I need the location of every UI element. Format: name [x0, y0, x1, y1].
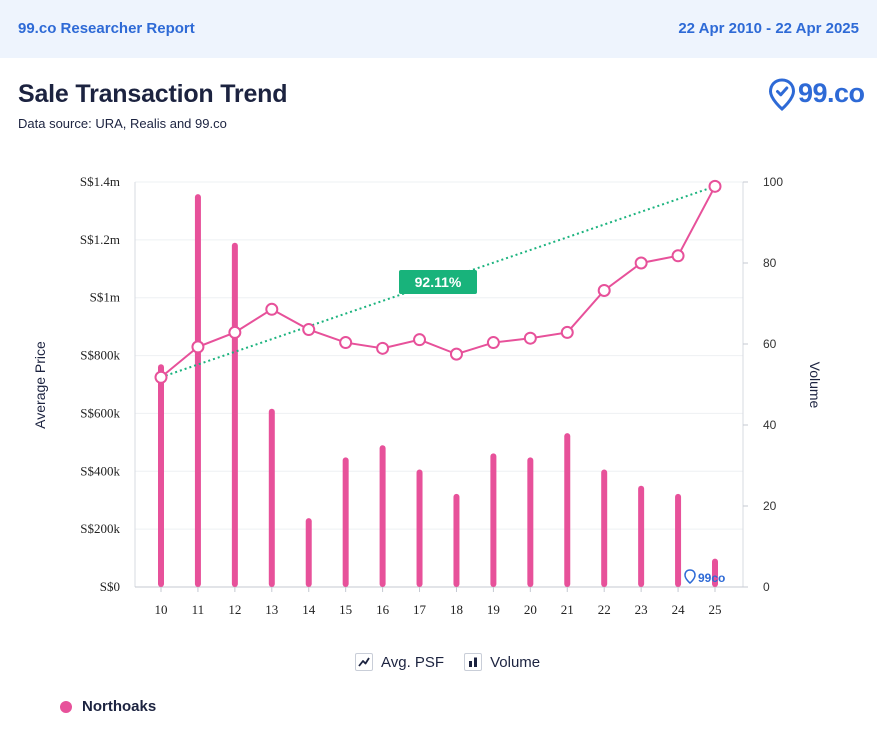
report-date-range: 22 Apr 2010 - 22 Apr 2025 [678, 20, 859, 37]
right-tick-label: 100 [763, 175, 783, 189]
avg-psf-point [671, 249, 685, 263]
avg-psf-point [413, 333, 427, 347]
left-axis-title: Average Price [32, 341, 48, 429]
left-tick-label: S$1.4m [80, 174, 120, 189]
avg-psf-point [449, 347, 463, 361]
x-tick-label: 15 [339, 602, 352, 617]
volume-bar [379, 445, 386, 587]
avg-psf-line [160, 185, 716, 379]
right-tick-label: 40 [763, 418, 777, 432]
volume-bar [712, 558, 718, 587]
x-tick-label: 14 [302, 602, 316, 617]
avg-psf-point [708, 179, 722, 193]
volume-bar [601, 469, 608, 587]
logo-text: 99.co [798, 78, 865, 108]
report-header: 99.co Researcher Report 22 Apr 2010 - 22… [0, 0, 877, 58]
left-tick-label: S$400k [80, 463, 120, 478]
line-chart-icon [355, 653, 373, 671]
avg-psf-point [560, 325, 574, 339]
x-tick-label: 18 [450, 602, 463, 617]
avg-psf-point [486, 336, 500, 350]
watermark-pin-icon [684, 569, 696, 584]
watermark-text: 99co [698, 571, 725, 585]
right-tick-label: 0 [763, 580, 770, 594]
report-brand: 99.co Researcher Report [18, 20, 195, 37]
left-tick-label: S$600k [80, 405, 120, 420]
x-tick-label: 21 [561, 602, 574, 617]
x-tick-label: 24 [672, 602, 686, 617]
right-tick-label: 60 [763, 337, 777, 351]
right-tick-label: 80 [763, 256, 777, 270]
avg-psf-point [597, 283, 611, 297]
legend-item-avg-psf[interactable]: Avg. PSF [355, 653, 444, 671]
x-tick-label: 10 [155, 602, 168, 617]
growth-badge [399, 270, 477, 294]
volume-bar [490, 453, 497, 587]
volume-bar [527, 457, 534, 587]
project-name: Northoaks [82, 698, 157, 715]
volume-bar [342, 457, 349, 587]
volume-bar [638, 485, 645, 587]
bar-chart-icon [464, 653, 483, 671]
volume-bar [305, 518, 312, 587]
avg-psf-point [339, 336, 353, 350]
volume-bar [268, 408, 275, 587]
right-axis-title: Volume [807, 362, 823, 409]
volume-bar [231, 242, 238, 587]
avg-psf-point [302, 323, 316, 337]
growth-badge-label: 92.11% [415, 274, 462, 290]
avg-psf-point [228, 325, 242, 339]
left-tick-label: S$200k [80, 521, 120, 536]
x-tick-label: 23 [635, 602, 648, 617]
right-tick-label: 20 [763, 499, 777, 513]
left-tick-label: S$800k [80, 348, 120, 363]
chart-legend: Avg. PSF Volume [355, 653, 540, 671]
volume-bar [158, 364, 164, 587]
legend-item-volume[interactable]: Volume [464, 653, 540, 671]
project-legend[interactable]: Northoaks [60, 698, 156, 715]
legend-label-avg-psf: Avg. PSF [381, 653, 445, 671]
avg-psf-point [154, 370, 168, 384]
left-tick-label: S$0 [100, 579, 120, 594]
avg-psf-point [376, 341, 390, 355]
left-tick-label: S$1m [90, 290, 120, 305]
brand-logo: 99.co [768, 78, 865, 112]
avg-psf-point [191, 340, 205, 354]
page-title: Sale Transaction Trend [18, 80, 288, 108]
volume-bar [564, 433, 571, 587]
volume-bar [194, 194, 201, 587]
volume-bar [675, 493, 682, 587]
avg-psf-point [523, 331, 537, 345]
x-tick-label: 20 [524, 602, 537, 617]
project-color-dot [60, 700, 72, 713]
x-tick-label: 16 [376, 602, 390, 617]
avg-psf-point [265, 302, 279, 316]
x-tick-label: 17 [413, 602, 427, 617]
location-pin-icon [768, 78, 796, 111]
legend-label-volume: Volume [490, 653, 541, 671]
x-tick-label: 19 [487, 602, 500, 617]
x-tick-label: 12 [228, 602, 241, 617]
data-source: Data source: URA, Realis and 99.co [18, 116, 227, 131]
volume-bar [453, 493, 460, 587]
left-tick-label: S$1.2m [80, 232, 120, 247]
volume-bar [416, 469, 423, 587]
x-tick-label: 25 [709, 602, 722, 617]
avg-psf-point [634, 256, 648, 270]
x-tick-label: 13 [265, 602, 278, 617]
x-tick-label: 11 [192, 602, 205, 617]
x-tick-label: 22 [598, 602, 611, 617]
